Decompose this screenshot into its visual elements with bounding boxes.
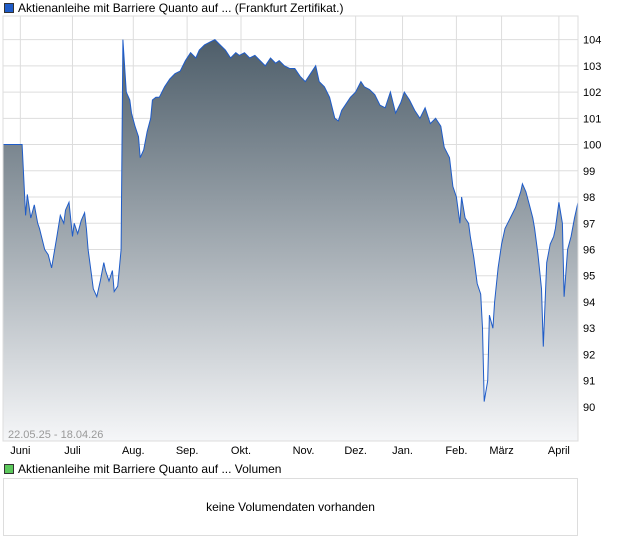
x-tick-label: Jan.: [392, 445, 413, 457]
y-tick-label: 91: [583, 376, 595, 388]
x-tick-label: Nov.: [293, 445, 315, 457]
x-tick-label: Sep.: [176, 445, 199, 457]
date-range-label: 22.05.25 - 18.04.26: [8, 429, 103, 441]
x-tick-label: Okt.: [231, 445, 251, 457]
price-legend-swatch: [4, 3, 14, 13]
volume-panel: keine Volumendaten vorhanden: [3, 478, 578, 536]
x-tick-label: Feb.: [445, 445, 467, 457]
x-tick-label: Aug.: [122, 445, 145, 457]
y-tick-label: 90: [583, 402, 595, 414]
x-tick-label: März: [489, 445, 513, 457]
price-legend-label: Aktienanleihe mit Barriere Quanto auf ..…: [18, 1, 344, 15]
x-tick-label: Juni: [10, 445, 30, 457]
x-tick-label: Juli: [64, 445, 81, 457]
price-line: [3, 38, 579, 402]
y-tick-label: 100: [583, 140, 601, 152]
y-tick-label: 97: [583, 218, 595, 230]
volume-legend-swatch: [4, 464, 14, 474]
y-tick-label: 95: [583, 271, 595, 283]
y-tick-label: 98: [583, 192, 595, 204]
x-tick-label: April: [548, 445, 570, 457]
price-area: [3, 39, 578, 441]
volume-legend: Aktienanleihe mit Barriere Quanto auf ..…: [4, 462, 281, 476]
price-chart: 22.05.25 - 18.04.26 90 91 92 93 94 95 96 97 98 99…: [2, 15, 601, 457]
y-tick-label: 94: [583, 297, 595, 309]
y-tick-label: 92: [583, 349, 595, 361]
y-tick-label: 101: [583, 113, 601, 125]
y-tick-label: 99: [583, 166, 595, 178]
y-tick-label: 96: [583, 244, 595, 256]
x-tick-label: Dez.: [344, 445, 367, 457]
y-tick-label: 104: [583, 35, 601, 47]
y-tick-label: 103: [583, 61, 601, 73]
price-legend: Aktienanleihe mit Barriere Quanto auf ..…: [4, 1, 343, 15]
y-tick-label: 102: [583, 87, 601, 99]
plot-border: [2, 15, 579, 442]
volume-empty-message: keine Volumendaten vorhanden: [206, 500, 375, 514]
y-tick-label: 93: [583, 323, 595, 335]
volume-legend-label: Aktienanleihe mit Barriere Quanto auf ..…: [18, 462, 282, 476]
